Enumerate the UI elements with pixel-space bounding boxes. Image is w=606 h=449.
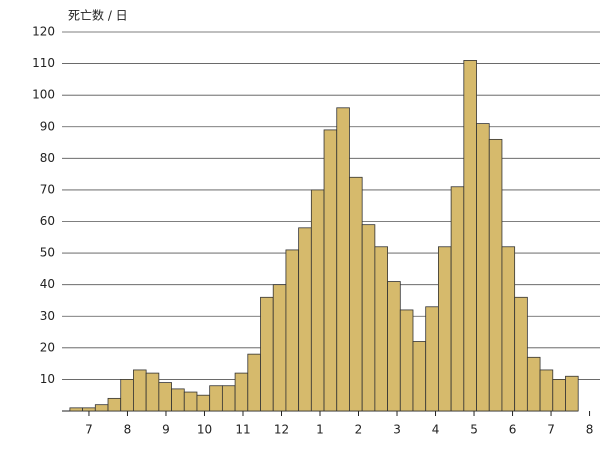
y-tick-label: 100	[32, 88, 55, 102]
bar	[234, 372, 249, 412]
bar	[82, 407, 96, 412]
x-tick-label: 5	[470, 423, 478, 437]
x-tick-label: 3	[393, 423, 401, 437]
bar	[145, 372, 160, 412]
bar	[310, 189, 325, 412]
bar	[298, 227, 312, 412]
y-tick-label: 90	[40, 119, 55, 133]
bar	[438, 246, 452, 412]
bar	[450, 186, 465, 412]
bar	[425, 306, 439, 412]
bar	[387, 281, 401, 412]
bar	[349, 176, 363, 412]
y-tick-label: 10	[40, 372, 55, 386]
bar	[183, 391, 198, 412]
bar	[272, 284, 287, 412]
y-tick-label: 60	[40, 214, 55, 228]
bar	[196, 394, 211, 412]
bar	[221, 385, 236, 412]
y-tick-label: 50	[40, 246, 55, 260]
bar	[133, 369, 147, 412]
bar	[488, 138, 503, 412]
x-tick-label: 8	[586, 423, 594, 437]
bar	[539, 369, 554, 412]
bar	[463, 60, 477, 412]
x-tick-label: 1	[316, 423, 324, 437]
x-tick-label: 4	[432, 423, 440, 437]
bar	[120, 379, 134, 412]
bar	[247, 353, 261, 412]
x-tick-label: 6	[509, 423, 517, 437]
bar	[501, 246, 516, 412]
bar	[565, 375, 579, 412]
bar	[260, 296, 274, 412]
y-tick-label: 70	[40, 182, 55, 196]
y-tick-label: 120	[32, 25, 55, 39]
x-tick-label: 10	[197, 423, 212, 437]
x-tick-label: 7	[547, 423, 555, 437]
bar	[412, 341, 427, 412]
x-tick-label: 2	[355, 423, 363, 437]
x-tick-label: 9	[162, 423, 170, 437]
bar	[285, 249, 300, 412]
bar	[374, 246, 388, 412]
bar	[94, 404, 109, 412]
x-tick-label: 8	[124, 423, 132, 437]
y-tick-label: 20	[40, 340, 55, 354]
y-tick-label: 40	[40, 277, 55, 291]
y-tick-label: 30	[40, 309, 55, 323]
bar	[526, 356, 541, 412]
x-tick-label: 12	[274, 423, 289, 437]
y-tick-label: 80	[40, 151, 55, 165]
x-tick-label: 7	[85, 423, 93, 437]
y-tick-label: 110	[32, 56, 55, 70]
bar	[514, 296, 528, 412]
bar	[476, 123, 490, 412]
bar	[107, 397, 122, 412]
x-tick-label: 11	[235, 423, 250, 437]
y-axis-label: 死亡数 / 日	[68, 8, 128, 23]
bar	[171, 388, 185, 412]
bar	[323, 129, 338, 412]
bar	[336, 107, 350, 412]
bar	[552, 379, 566, 412]
bar	[209, 385, 223, 412]
bar	[361, 224, 376, 412]
bar	[399, 309, 414, 412]
bar	[69, 407, 84, 412]
bar	[158, 382, 172, 412]
